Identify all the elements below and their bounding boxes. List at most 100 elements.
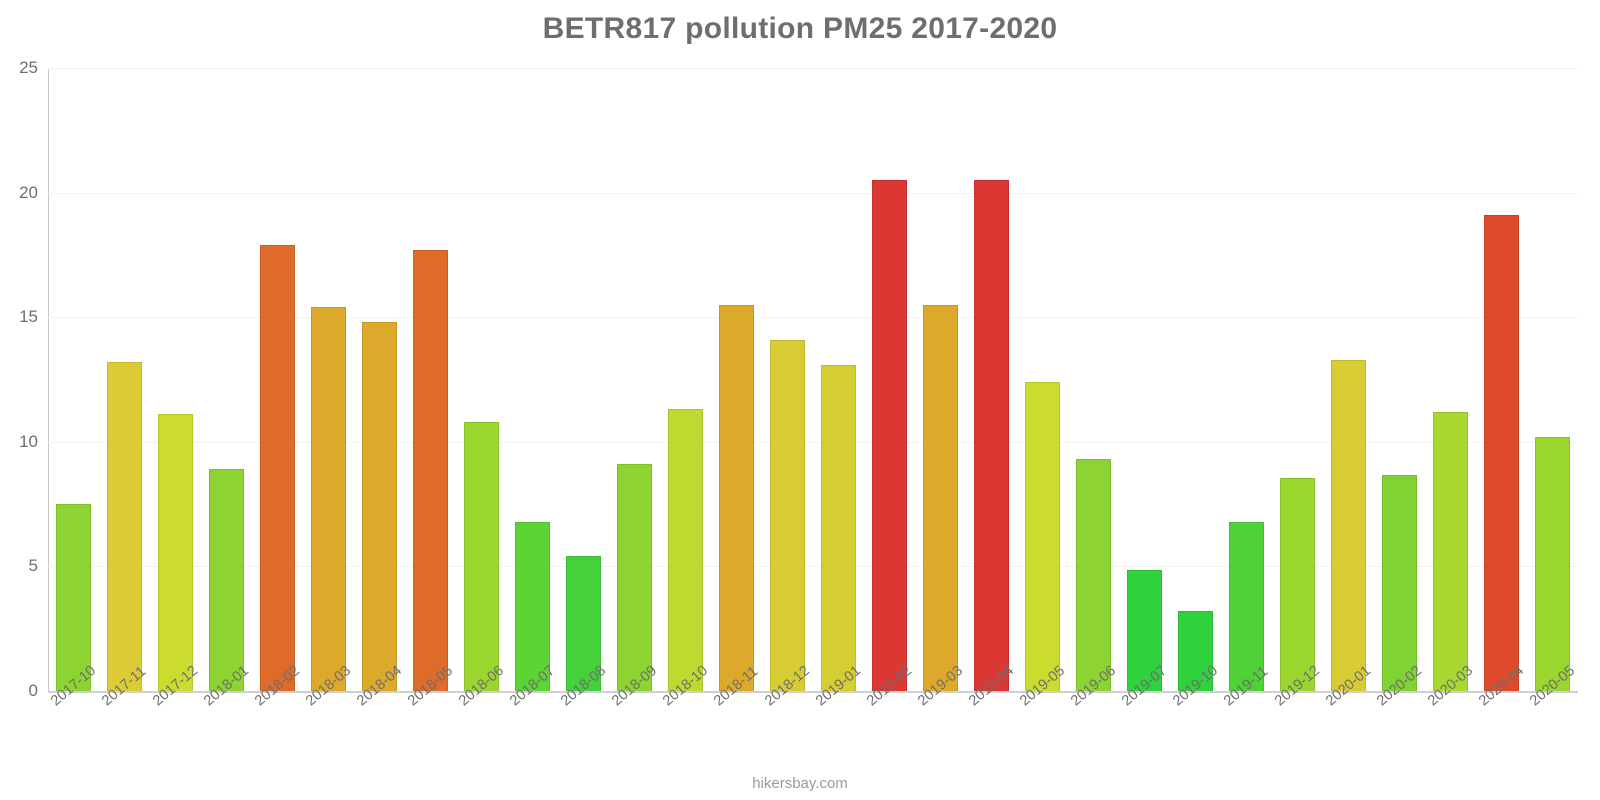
plot-area bbox=[48, 68, 1578, 693]
bars-container bbox=[48, 68, 1578, 691]
bar-slot bbox=[354, 68, 405, 691]
bar[interactable] bbox=[770, 339, 805, 691]
bar[interactable] bbox=[668, 409, 703, 691]
bar-slot bbox=[915, 68, 966, 691]
bar[interactable] bbox=[923, 304, 958, 691]
bar-slot bbox=[48, 68, 99, 691]
bar-slot bbox=[660, 68, 711, 691]
x-axis-slot: 2019-03 bbox=[915, 663, 966, 775]
bar[interactable] bbox=[515, 521, 550, 691]
footer-credit: hikersbay.com bbox=[752, 775, 848, 792]
x-axis-slot: 2020-02 bbox=[1374, 663, 1425, 775]
bar[interactable] bbox=[974, 180, 1009, 691]
x-axis-slot: 2017-12 bbox=[150, 663, 201, 775]
x-axis-slot: 2018-09 bbox=[609, 663, 660, 775]
bar-slot bbox=[150, 68, 201, 691]
y-axis-tick-label: 10 bbox=[19, 431, 38, 451]
bar-slot bbox=[966, 68, 1017, 691]
bar[interactable] bbox=[362, 322, 397, 691]
bar[interactable] bbox=[1535, 436, 1570, 691]
bar[interactable] bbox=[464, 421, 499, 691]
bar-slot bbox=[252, 68, 303, 691]
bar-slot bbox=[864, 68, 915, 691]
chart-title: BETR817 pollution PM25 2017-2020 bbox=[542, 12, 1058, 45]
bar[interactable] bbox=[311, 307, 346, 691]
x-axis-slot: 2017-11 bbox=[99, 663, 150, 775]
x-axis-slot: 2018-03 bbox=[303, 663, 354, 775]
x-axis-slot: 2018-04 bbox=[354, 663, 405, 775]
x-axis-slot: 2019-12 bbox=[1272, 663, 1323, 775]
x-axis-slot: 2019-04 bbox=[966, 663, 1017, 775]
x-axis-slot: 2019-05 bbox=[1017, 663, 1068, 775]
bar[interactable] bbox=[1127, 570, 1162, 691]
bar[interactable] bbox=[821, 364, 856, 691]
bar-slot bbox=[303, 68, 354, 691]
bar[interactable] bbox=[1076, 459, 1111, 691]
bar-slot bbox=[711, 68, 762, 691]
y-axis-tick-label: 5 bbox=[28, 556, 38, 576]
y-axis-tick-label: 0 bbox=[28, 681, 38, 700]
x-axis-slot: 2018-08 bbox=[558, 663, 609, 775]
bar[interactable] bbox=[872, 180, 907, 691]
y-axis-tick-label: 15 bbox=[19, 307, 38, 327]
bar-slot bbox=[507, 68, 558, 691]
bar-slot bbox=[1476, 68, 1527, 691]
bar-slot bbox=[99, 68, 150, 691]
x-axis-slot: 2018-02 bbox=[252, 663, 303, 775]
bar-slot bbox=[762, 68, 813, 691]
x-axis-slot: 2019-02 bbox=[864, 663, 915, 775]
bar-slot bbox=[405, 68, 456, 691]
x-axis-slot: 2018-11 bbox=[711, 663, 762, 775]
x-axis-slot: 2020-01 bbox=[1323, 663, 1374, 775]
x-axis-slot: 2019-01 bbox=[813, 663, 864, 775]
x-axis-slot: 2018-12 bbox=[762, 663, 813, 775]
bar[interactable] bbox=[617, 464, 652, 691]
bar[interactable] bbox=[1433, 411, 1468, 691]
bar-slot bbox=[1272, 68, 1323, 691]
bar-slot bbox=[1527, 68, 1578, 691]
y-axis-tick-label: 20 bbox=[19, 182, 38, 202]
bar[interactable] bbox=[209, 469, 244, 691]
y-axis-tick-label: 25 bbox=[19, 58, 38, 77]
bar[interactable] bbox=[260, 244, 295, 691]
bar[interactable] bbox=[1484, 215, 1519, 691]
bar[interactable] bbox=[413, 249, 448, 691]
bar-slot bbox=[1374, 68, 1425, 691]
bar-slot bbox=[1425, 68, 1476, 691]
bar-slot bbox=[609, 68, 660, 691]
x-axis-slot: 2017-10 bbox=[48, 663, 99, 775]
x-axis-ticks: 2017-10 2017-11 2017-12 2018-01 2018-02 2018-… bbox=[48, 663, 1578, 775]
bar-slot bbox=[1170, 68, 1221, 691]
bar[interactable] bbox=[1178, 611, 1213, 691]
bar[interactable] bbox=[107, 362, 142, 691]
x-axis-slot: 2019-11 bbox=[1221, 663, 1272, 775]
bar-slot bbox=[1068, 68, 1119, 691]
bar-slot bbox=[1323, 68, 1374, 691]
bar[interactable] bbox=[1280, 477, 1315, 691]
x-axis-slot: 2018-05 bbox=[405, 663, 456, 775]
x-axis-slot: 2020-03 bbox=[1425, 663, 1476, 775]
bar[interactable] bbox=[566, 556, 601, 691]
bar[interactable] bbox=[1382, 475, 1417, 691]
x-axis-slot: 2018-01 bbox=[201, 663, 252, 775]
bar[interactable] bbox=[1331, 359, 1366, 691]
bar-slot bbox=[813, 68, 864, 691]
bar-slot bbox=[1017, 68, 1068, 691]
bar[interactable] bbox=[56, 504, 91, 691]
bar-slot bbox=[1221, 68, 1272, 691]
x-axis-slot: 2019-07 bbox=[1119, 663, 1170, 775]
bar[interactable] bbox=[1229, 521, 1264, 691]
bar[interactable] bbox=[158, 414, 193, 691]
x-axis-slot: 2018-10 bbox=[660, 663, 711, 775]
x-axis-slot: 2018-06 bbox=[456, 663, 507, 775]
x-axis-slot: 2020-04 bbox=[1476, 663, 1527, 775]
y-axis-line bbox=[48, 68, 49, 693]
bar[interactable] bbox=[719, 304, 754, 691]
bar-slot bbox=[201, 68, 252, 691]
bar-slot bbox=[1119, 68, 1170, 691]
x-axis-slot: 2018-07 bbox=[507, 663, 558, 775]
x-axis-slot: 2019-06 bbox=[1068, 663, 1119, 775]
bar-slot bbox=[456, 68, 507, 691]
bar[interactable] bbox=[1025, 382, 1060, 691]
